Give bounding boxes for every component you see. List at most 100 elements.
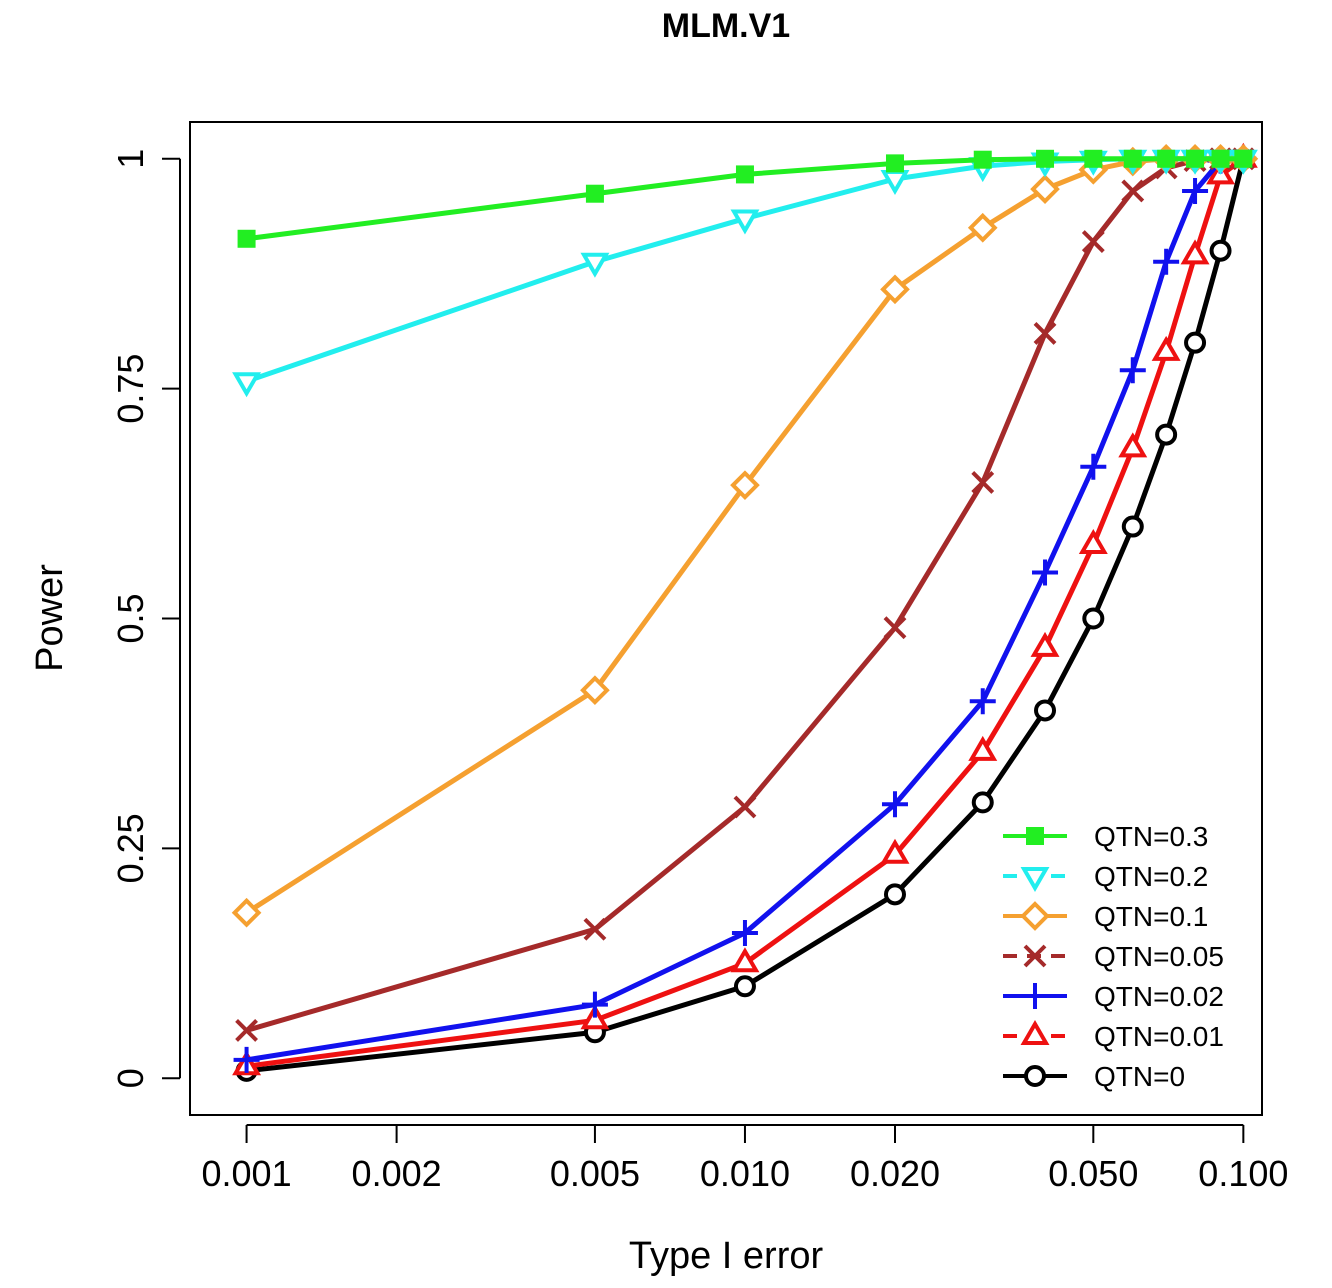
data-point-qtn-0-05 (733, 795, 757, 819)
data-point-qtn-0-01 (1180, 239, 1210, 265)
data-point-qtn-0-1 (967, 212, 998, 243)
legend-label-qtn-0-3: QTN=0.3 (1094, 821, 1208, 852)
legend-label-qtn-0: QTN=0 (1094, 1061, 1185, 1092)
data-point-qtn-0 (1184, 331, 1207, 354)
data-point-qtn-0-02 (969, 688, 996, 715)
data-point-qtn-0-2 (880, 170, 910, 195)
data-point-qtn-0-3 (1186, 149, 1205, 168)
plot-frame (189, 121, 1263, 1116)
data-point-qtn-0 (1082, 607, 1105, 630)
series-qtn-0-02 (233, 145, 1257, 1073)
y-tick-label: 0.5 (110, 593, 151, 643)
x-tick-label: 0.050 (1048, 1153, 1138, 1194)
data-point-qtn-0-02 (581, 991, 608, 1018)
x-tick-label: 0.020 (850, 1153, 940, 1194)
legend-label-qtn-0-05: QTN=0.05 (1094, 941, 1224, 972)
legend-marker-qtn-0 (1024, 1065, 1046, 1087)
y-tick-label: 0 (110, 1068, 151, 1088)
data-point-qtn-0 (883, 883, 906, 906)
data-point-qtn-0-3 (885, 154, 904, 173)
legend-label-qtn-0-1: QTN=0.1 (1094, 901, 1208, 932)
data-point-qtn-0-3 (1036, 149, 1055, 168)
data-point-qtn-0 (971, 791, 994, 814)
data-point-qtn-0-05 (583, 917, 607, 941)
series-line-qtn-0 (246, 158, 1246, 1074)
y-tick-label: 0.25 (110, 813, 151, 883)
series-qtn-0-2 (232, 149, 1258, 398)
legend-marker-qtn-0-2 (1020, 867, 1050, 892)
chart-title: MLM.V1 (662, 7, 790, 45)
data-point-qtn-0-3 (1084, 149, 1103, 168)
data-point-qtn-0-05 (1081, 230, 1105, 253)
data-point-qtn-0-05 (1121, 179, 1145, 203)
data-point-qtn-0-02 (731, 919, 758, 946)
data-point-qtn-0-02 (1032, 559, 1059, 586)
legend-label-qtn-0-02: QTN=0.02 (1094, 981, 1224, 1012)
legend: QTN=0.3 QTN=0.2 QTN=0.1 QTN=0.05 QTN=0.02 QTN… (1003, 821, 1224, 1092)
data-point-qtn-0-1 (880, 274, 910, 305)
data-point-qtn-0-01 (1151, 335, 1181, 361)
data-point-qtn-0-3 (735, 165, 754, 184)
x-tick-label: 0.001 (202, 1153, 292, 1194)
data-point-qtn-0-1 (580, 675, 610, 706)
data-point-qtn-0 (733, 975, 756, 998)
data-point-qtn-0-1 (730, 470, 760, 501)
data-point-qtn-0-05 (971, 471, 995, 494)
series-line-qtn-0-2 (245, 156, 1244, 384)
data-point-qtn-0-3 (973, 150, 992, 169)
data-point-qtn-0-2 (580, 252, 610, 278)
data-point-qtn-0-02 (1119, 357, 1146, 384)
data-point-qtn-0-02 (1153, 248, 1180, 275)
data-point-qtn-0-01 (880, 838, 910, 864)
data-point-qtn-0-3 (237, 229, 256, 248)
data-point-qtn-0 (1121, 515, 1144, 538)
legend-marker-qtn-0-1 (1020, 901, 1050, 931)
legend-marker-qtn-0-02 (1022, 983, 1048, 1009)
data-point-qtn-0-02 (1182, 177, 1209, 204)
series-line-qtn-0-05 (245, 156, 1244, 1033)
series-line-qtn-0-01 (246, 156, 1245, 1069)
data-point-qtn-0 (1155, 423, 1178, 446)
data-point-qtn-0-3 (1234, 149, 1253, 168)
data-point-qtn-0-05 (883, 616, 907, 640)
series-line-qtn-0-02 (246, 156, 1244, 1063)
data-point-qtn-0-01 (730, 947, 760, 973)
data-point-qtn-0-01 (1118, 432, 1148, 458)
x-axis: 0.001 0.002 0.005 0.010 0.020 0.050 0.100 (202, 1124, 1288, 1194)
data-point-qtn-0-02 (881, 791, 908, 818)
x-tick-label: 0.002 (352, 1153, 442, 1194)
data-point-qtn-0 (1034, 699, 1057, 722)
data-point-qtn-0-2 (232, 372, 262, 398)
data-point-qtn-0-05 (1033, 322, 1057, 345)
y-axis: 0 0.25 0.5 0.75 1 (110, 149, 181, 1088)
legend-marker-qtn-0-3 (1026, 827, 1044, 845)
data-point-qtn-0-3 (1157, 149, 1176, 168)
y-axis-label: Power (29, 564, 71, 672)
y-tick-label: 1 (110, 149, 151, 169)
data-point-qtn-0-02 (1080, 453, 1107, 480)
series-layer (231, 142, 1259, 1082)
legend-label-qtn-0-01: QTN=0.01 (1094, 1021, 1224, 1052)
data-point-qtn-0-3 (1211, 149, 1230, 168)
data-point-qtn-0-1 (1030, 174, 1060, 204)
data-point-qtn-0-1 (231, 897, 262, 928)
data-point-qtn-0-01 (1078, 528, 1108, 554)
data-point-qtn-0-01 (1030, 631, 1060, 657)
data-point-qtn-0-01 (580, 1004, 610, 1030)
data-point-qtn-0-3 (1123, 149, 1142, 168)
series-qtn-0-3 (237, 149, 1253, 248)
data-point-qtn-0-3 (585, 184, 604, 203)
x-tick-label: 0.010 (700, 1153, 790, 1194)
data-point-qtn-0-2 (730, 209, 760, 235)
x-axis-label: Type I error (629, 1235, 824, 1277)
x-tick-label: 0.005 (550, 1153, 640, 1194)
data-point-qtn-0-01 (968, 735, 998, 761)
legend-label-qtn-0-2: QTN=0.2 (1094, 861, 1208, 892)
legend-marker-qtn-0-01 (1020, 1020, 1050, 1045)
x-tick-label: 0.100 (1198, 1153, 1288, 1194)
data-point-qtn-0-02 (233, 1046, 260, 1073)
y-tick-label: 0.75 (110, 354, 151, 424)
data-point-qtn-0-05 (235, 1018, 258, 1042)
legend-marker-qtn-0-05 (1023, 944, 1047, 968)
